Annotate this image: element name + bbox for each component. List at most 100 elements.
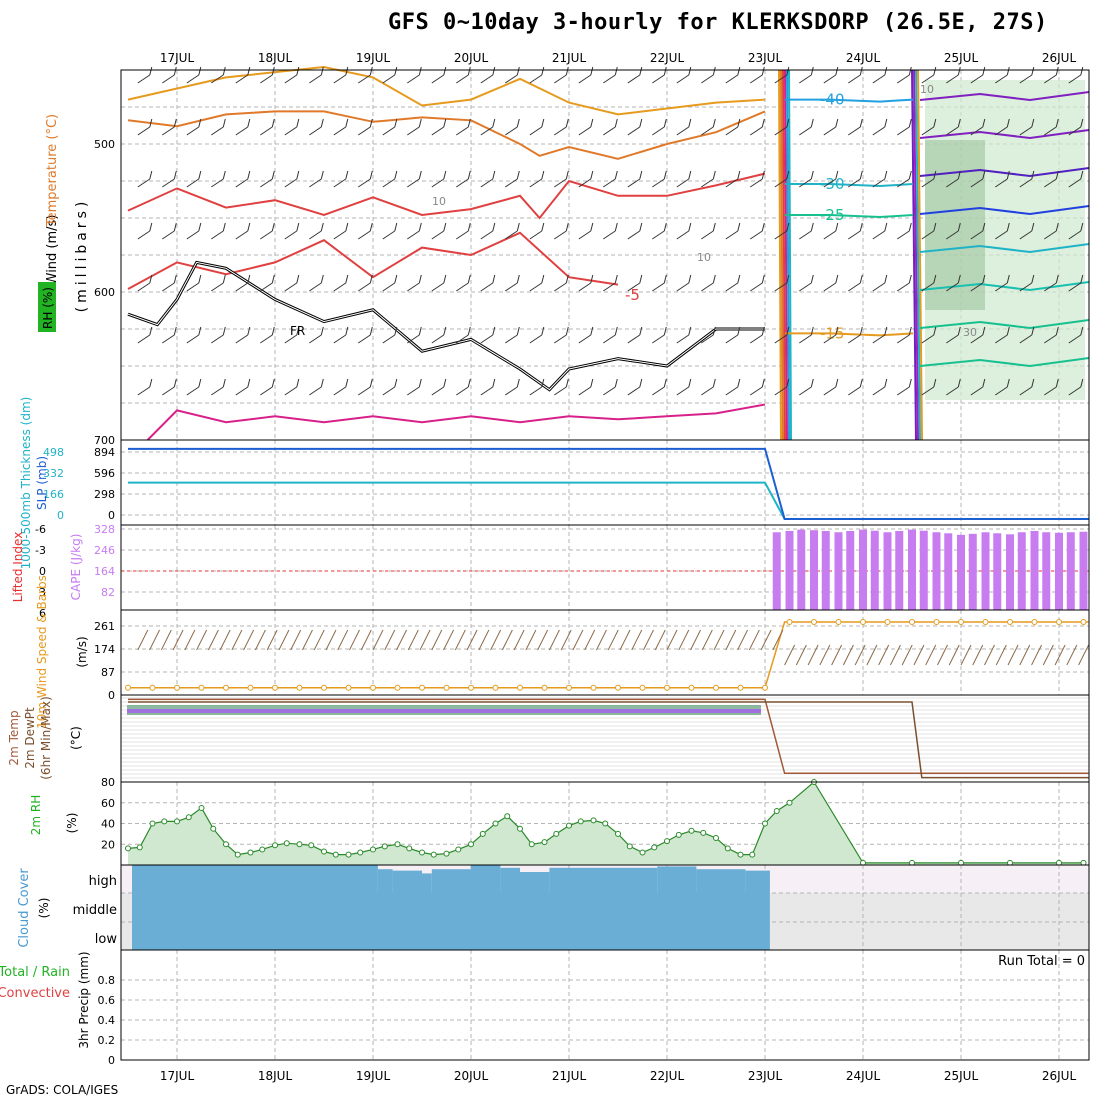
wind-barb-10m bbox=[501, 629, 513, 651]
wind-barb-10m bbox=[784, 644, 796, 666]
wind-barb bbox=[614, 66, 618, 76]
wind-barb bbox=[639, 118, 643, 128]
wind-speed-marker bbox=[149, 684, 156, 691]
wind-barb bbox=[1031, 378, 1035, 388]
wind-barb-10m bbox=[196, 629, 208, 651]
wind-barb bbox=[1006, 118, 1010, 128]
temperature-contour bbox=[127, 65, 766, 116]
cape-bar bbox=[944, 533, 953, 610]
wind-barb bbox=[946, 230, 959, 240]
wind-barb bbox=[921, 386, 935, 396]
wind-barb bbox=[908, 274, 912, 284]
wind-barb bbox=[652, 282, 665, 292]
contour-label: 30 bbox=[963, 326, 977, 339]
wind-barb bbox=[1068, 126, 1082, 136]
wind-barb bbox=[1006, 378, 1010, 388]
wind-barb bbox=[529, 282, 543, 292]
wind-barb-10m bbox=[407, 629, 419, 651]
date-tick-bottom: 24JUL bbox=[846, 1069, 881, 1083]
lifted-index-tick: -6 bbox=[35, 523, 46, 536]
wind-speed-marker bbox=[198, 684, 205, 691]
axis-label-precip: 3hr Precip (mm) bbox=[77, 951, 91, 1048]
wind-barb bbox=[835, 378, 839, 388]
cape-bar bbox=[834, 532, 843, 610]
wind-barb bbox=[369, 170, 373, 180]
wind-barb bbox=[235, 282, 249, 292]
wind-barb bbox=[418, 66, 422, 76]
cape-bar bbox=[1079, 531, 1088, 610]
wind-barb bbox=[884, 118, 888, 128]
wind-barb bbox=[737, 66, 741, 76]
rh-marker bbox=[357, 849, 364, 856]
wind-barb bbox=[933, 222, 937, 232]
wind-barb bbox=[394, 118, 398, 128]
wind-barb bbox=[884, 378, 888, 388]
thickness-tick: 332 bbox=[43, 467, 64, 480]
wind-barb-10m bbox=[866, 644, 878, 666]
wind-barb bbox=[1006, 222, 1010, 232]
wind-barb bbox=[786, 378, 790, 388]
rh-marker bbox=[566, 822, 572, 829]
cape-bar bbox=[957, 534, 965, 610]
wind-barb bbox=[173, 326, 177, 336]
wind-barb bbox=[467, 378, 471, 388]
wind-barb bbox=[663, 274, 667, 284]
rh-marker bbox=[185, 814, 192, 821]
rh-area bbox=[128, 782, 1084, 865]
axis-label-pressure: (millibars) bbox=[74, 198, 90, 313]
wind-barb bbox=[810, 326, 814, 336]
wind-barb-10m bbox=[537, 629, 549, 651]
wind-barb bbox=[284, 74, 298, 84]
wind-barb bbox=[970, 74, 984, 84]
cape-bar bbox=[810, 530, 818, 610]
wind-barb bbox=[407, 230, 420, 240]
wind-barb bbox=[995, 334, 1008, 344]
axis-label-temp2m: 2m Temp bbox=[7, 710, 21, 765]
wind-barb bbox=[198, 274, 202, 284]
wind-barb bbox=[603, 230, 616, 240]
wind-barb-10m bbox=[913, 644, 925, 666]
post-break-contour bbox=[785, 332, 914, 337]
wind-barb bbox=[835, 274, 839, 284]
wind-barb bbox=[443, 326, 447, 336]
wind-barb bbox=[1019, 230, 1033, 240]
wind-barb bbox=[407, 386, 420, 396]
rh-marker bbox=[430, 851, 437, 858]
wind-speed-marker bbox=[272, 684, 278, 691]
rh-marker bbox=[345, 851, 352, 858]
wind-barb bbox=[456, 126, 469, 136]
wind-barb bbox=[505, 282, 518, 292]
wind-barb bbox=[162, 126, 175, 136]
wind-barb bbox=[260, 282, 273, 292]
wind-barb bbox=[418, 170, 422, 180]
wind-barb bbox=[382, 334, 396, 344]
wind-barb bbox=[186, 126, 200, 136]
wind-barb bbox=[162, 334, 175, 344]
cloud-high-bar bbox=[471, 865, 501, 893]
wind-speed-marker bbox=[958, 619, 964, 625]
wind-barb bbox=[492, 274, 496, 284]
wind-barb bbox=[211, 282, 224, 292]
rh-marker bbox=[136, 844, 143, 851]
wind-barb bbox=[173, 170, 177, 180]
wind-barb bbox=[701, 386, 714, 396]
wind-barb bbox=[198, 118, 202, 128]
axis-label-lifted: Lifted Index bbox=[11, 532, 25, 603]
wind-barb bbox=[211, 334, 224, 344]
wind-barb bbox=[750, 282, 763, 292]
rh-marker bbox=[541, 839, 548, 846]
wind-barb bbox=[1080, 326, 1084, 336]
wind-barb bbox=[639, 66, 643, 76]
model-break-line bbox=[780, 69, 784, 441]
wind-barb bbox=[1019, 386, 1033, 396]
temperature-contour bbox=[127, 172, 766, 220]
wind-barb bbox=[260, 74, 273, 84]
wind-barb bbox=[480, 74, 494, 84]
wind-barb bbox=[774, 334, 788, 344]
wind-barb bbox=[394, 66, 398, 76]
axis-label-dewpt: 2m DewPt bbox=[23, 707, 37, 769]
wind-barb bbox=[382, 74, 396, 84]
rh-marker bbox=[762, 820, 768, 827]
chart-title: GFS 0~10day 3-hourly for KLERKSDORP (26.… bbox=[388, 10, 1048, 35]
cloud-high-bar bbox=[431, 869, 471, 893]
